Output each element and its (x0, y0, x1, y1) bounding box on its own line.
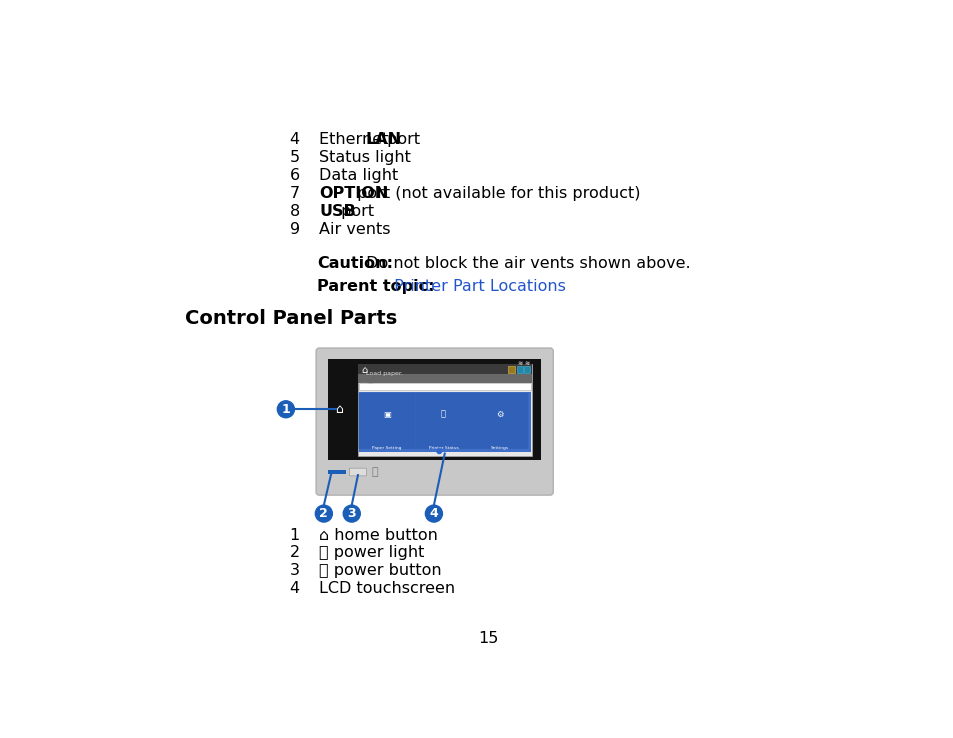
Circle shape (315, 505, 332, 522)
Text: Parent topic:: Parent topic: (316, 279, 434, 294)
Text: Status light: Status light (319, 150, 411, 165)
Text: 8: 8 (290, 204, 299, 219)
Bar (358, 384, 530, 390)
Text: port: port (335, 204, 374, 219)
Text: ⌂: ⌂ (335, 403, 343, 415)
Bar (328, 359, 540, 460)
Text: Caution:: Caution: (316, 256, 393, 271)
FancyBboxPatch shape (315, 348, 553, 495)
Circle shape (343, 505, 360, 522)
Text: port (not available for this product): port (not available for this product) (352, 186, 640, 201)
Bar (517, 366, 522, 373)
FancyBboxPatch shape (415, 393, 472, 449)
Bar (357, 365, 531, 374)
Text: Do not block the air vents shown above.: Do not block the air vents shown above. (360, 256, 690, 271)
Bar (508, 366, 515, 373)
Text: Air vents: Air vents (319, 222, 391, 238)
Text: ⎙: ⎙ (440, 410, 446, 418)
Text: Control Panel Parts: Control Panel Parts (185, 309, 397, 328)
Text: 3: 3 (290, 563, 299, 578)
Text: Paper Setting: Paper Setting (372, 446, 401, 450)
Text: ⏻: ⏻ (372, 467, 378, 477)
Text: LCD touchscreen: LCD touchscreen (319, 581, 455, 596)
FancyBboxPatch shape (472, 393, 528, 449)
Text: Load paper.: Load paper. (365, 370, 402, 376)
Text: 4: 4 (290, 581, 299, 596)
FancyBboxPatch shape (358, 393, 415, 449)
Text: Data light: Data light (319, 168, 398, 183)
Bar (328, 469, 345, 475)
Text: Settings: Settings (491, 446, 509, 450)
Text: 6: 6 (290, 168, 299, 183)
Text: 9: 9 (290, 222, 299, 238)
Text: 4: 4 (290, 132, 299, 147)
Text: 15: 15 (478, 631, 498, 646)
Text: OPTION: OPTION (319, 186, 388, 201)
Text: Printer Part Locations: Printer Part Locations (388, 279, 565, 294)
Text: 2: 2 (319, 507, 328, 520)
Text: 1: 1 (281, 403, 290, 415)
Text: ⌂: ⌂ (360, 365, 367, 375)
Text: ⌂ home button: ⌂ home button (319, 528, 437, 542)
Text: ▣: ▣ (383, 410, 391, 418)
Bar (357, 365, 531, 456)
Text: port: port (382, 132, 420, 147)
Text: ≋: ≋ (517, 362, 522, 367)
Text: — ...: — ... (361, 380, 373, 385)
Bar (523, 366, 530, 373)
Text: 5: 5 (290, 150, 299, 165)
Text: ⏻ power button: ⏻ power button (319, 563, 441, 578)
Text: 4: 4 (429, 507, 437, 520)
Text: LAN: LAN (365, 132, 401, 147)
Bar (357, 374, 531, 383)
Bar (358, 392, 530, 452)
Text: ⏻ power light: ⏻ power light (319, 545, 424, 560)
Circle shape (436, 449, 441, 454)
Text: Ethernet: Ethernet (319, 132, 394, 147)
Circle shape (425, 505, 442, 522)
Text: 3: 3 (347, 507, 355, 520)
Text: ≋: ≋ (524, 362, 529, 367)
Text: Printer Status: Printer Status (428, 446, 458, 450)
FancyBboxPatch shape (349, 468, 366, 476)
Text: 1: 1 (290, 528, 299, 542)
Text: USB: USB (319, 204, 355, 219)
Text: 2: 2 (290, 545, 299, 560)
Circle shape (277, 401, 294, 418)
Text: ⚙: ⚙ (496, 410, 503, 418)
Text: 7: 7 (290, 186, 299, 201)
